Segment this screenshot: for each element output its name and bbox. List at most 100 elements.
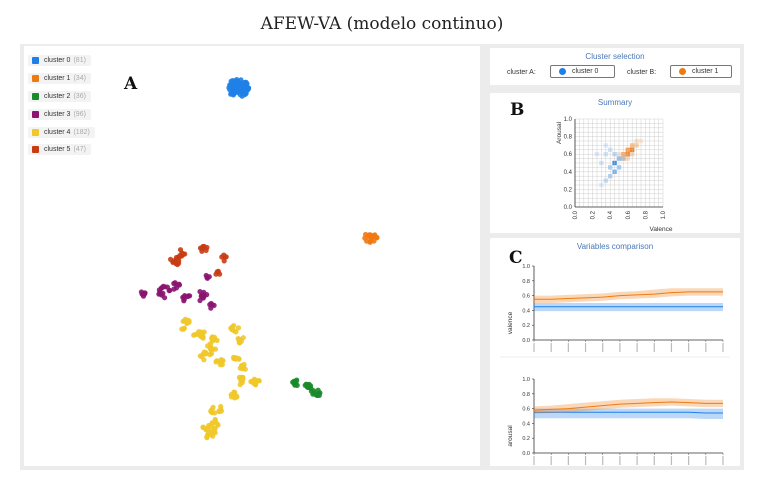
y-tick-label: 0.6: [564, 152, 573, 158]
legend-item-cluster-3[interactable]: cluster 3 (96): [28, 105, 95, 123]
legend-item-cluster-0[interactable]: cluster 0 (81): [28, 52, 95, 70]
cluster-a-color-dot: [559, 68, 566, 75]
scatter-point: [304, 384, 310, 390]
scatter-point: [236, 338, 242, 345]
mean-line-cluster-1: [533, 401, 723, 411]
x-tick-label-mark: [722, 343, 724, 352]
y-tick-label: 0.2: [564, 187, 573, 193]
y-tick-label: 0.0: [564, 205, 573, 211]
scatter-point: [222, 254, 228, 260]
y-tick-label: 0.4: [522, 308, 530, 314]
legend-count: (81): [73, 57, 86, 65]
scatter-point: [233, 394, 239, 400]
y-tick-label: 1.0: [564, 117, 573, 123]
scatter-point: [232, 389, 238, 395]
cluster-b-label: cluster B:: [627, 69, 657, 76]
scatter-point: [292, 381, 298, 387]
scatter-point: [208, 300, 214, 307]
x-tick-label-mark: [653, 456, 655, 465]
x-tick-label-mark: [533, 343, 535, 352]
scatter-point: [176, 281, 182, 287]
legend-chip: cluster 5 (47): [28, 144, 91, 156]
cluster-scatter-plot[interactable]: [24, 46, 480, 466]
mean-line-cluster-0: [534, 411, 723, 414]
x-tick-label-mark: [705, 456, 707, 465]
scatter-point: [200, 424, 206, 430]
y-tick-label: 0.2: [522, 436, 530, 442]
x-tick-label-mark: [688, 456, 690, 465]
scatter-point: [176, 260, 182, 266]
x-tick-label-mark: [602, 456, 604, 465]
x-tick-label-mark: [550, 456, 552, 465]
cluster-a-select[interactable]: cluster 0: [550, 65, 615, 78]
figure-title: AFEW-VA (modelo continuo): [260, 14, 504, 34]
legend-chip: cluster 4 (182): [28, 126, 95, 138]
legend-label: cluster 3: [44, 110, 71, 118]
scatter-point: [362, 235, 368, 241]
variables-comparison-heading: Variables comparison: [576, 242, 654, 251]
scatter-point: [204, 434, 210, 440]
legend-item-cluster-4[interactable]: cluster 4 (182): [28, 123, 95, 141]
scatter-point: [140, 291, 146, 297]
y-tick-label: 0.2: [522, 323, 530, 329]
legend-label: cluster 2: [44, 92, 71, 100]
legend-count: (34): [73, 75, 86, 83]
summary-panel: Summary 0.0 0.2 0.4 0.6 0.8 1.0 0.0 0.2 0.4 0.6 0.…: [490, 93, 740, 233]
cluster-selection-panel: Cluster selection cluster A: cluster 0 c…: [490, 48, 740, 85]
y-tick-label: 0.8: [564, 135, 573, 141]
y-tick-label: 0.6: [522, 294, 530, 300]
scatter-point: [239, 363, 245, 369]
x-tick-label: 0.8: [643, 210, 649, 219]
x-tick-label: 0.0: [573, 210, 579, 219]
scatter-point: [237, 382, 243, 388]
scatter-point: [210, 433, 216, 439]
x-tick-label: 1.0: [661, 210, 667, 219]
y-axis-label: arousal: [507, 425, 514, 447]
cluster-b-select[interactable]: cluster 1: [670, 65, 732, 78]
x-tick-label: 0.6: [626, 210, 632, 219]
scatter-point: [187, 293, 193, 299]
panel-letter-c: C: [509, 248, 523, 268]
cluster-scatter-panel: [24, 46, 480, 466]
scatter-point: [171, 280, 177, 287]
y-tick-label: 0.8: [522, 392, 530, 398]
scatter-point: [160, 283, 166, 289]
scatter-point: [212, 418, 218, 424]
legend-item-cluster-5[interactable]: cluster 5 (47): [28, 141, 95, 159]
legend-item-cluster-1[interactable]: cluster 1 (34): [28, 70, 95, 88]
scatter-point: [200, 351, 206, 357]
scatter-point: [228, 91, 234, 97]
legend-count: (182): [73, 128, 90, 136]
scatter-point: [233, 85, 239, 91]
scatter-point: [228, 394, 235, 400]
scatter-point: [204, 244, 210, 251]
scatter-point: [240, 335, 246, 341]
legend-swatch: [32, 128, 39, 136]
scatter-point: [374, 234, 380, 241]
scatter-point: [243, 79, 249, 85]
y-tick-label: 1.0: [522, 264, 530, 270]
x-tick-label-mark: [567, 343, 569, 352]
scatter-point: [314, 392, 320, 398]
variables-comparison-charts: 0.0 0.2 0.4 0.6 0.8 1.0 valence 0.0 0.2 0.4 0.6 0.8…: [500, 264, 730, 465]
scatter-point: [220, 358, 226, 364]
x-axis-label: Valence: [649, 226, 672, 233]
scatter-point: [217, 362, 223, 368]
scatter-point: [218, 408, 224, 414]
scatter-point: [315, 387, 321, 393]
scatter-point: [207, 341, 213, 347]
legend-chip: cluster 3 (96): [28, 108, 91, 120]
scatter-point: [180, 326, 186, 332]
scatter-point: [214, 358, 220, 364]
cluster-a-label: cluster A:: [507, 69, 536, 76]
legend-count: (36): [73, 92, 86, 100]
scatter-point: [182, 316, 188, 322]
legend-label: cluster 4: [44, 128, 71, 136]
scatter-point: [232, 78, 238, 84]
scatter-point: [252, 381, 258, 387]
cluster-legend: cluster 0 (81) cluster 1 (34) cluster 2 (36) c…: [28, 52, 95, 159]
cluster-selection-heading: Cluster selection: [585, 52, 645, 61]
x-tick-label-mark: [636, 343, 638, 352]
scatter-point: [179, 252, 185, 258]
legend-item-cluster-2[interactable]: cluster 2 (36): [28, 88, 95, 106]
